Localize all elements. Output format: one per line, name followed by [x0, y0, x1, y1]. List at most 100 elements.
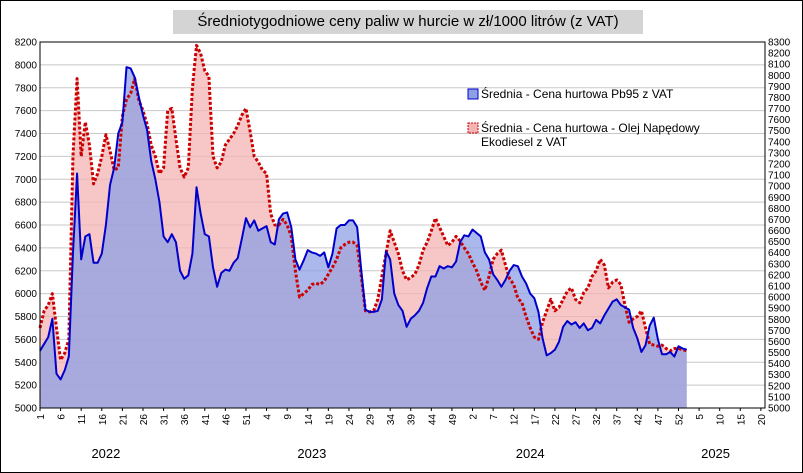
x-tick-label: 1 — [36, 414, 47, 420]
left-tick-label: 7200 — [15, 152, 38, 163]
x-tick-label: 24 — [345, 414, 356, 426]
x-tick-label: 10 — [716, 414, 727, 426]
right-tick-label: 8200 — [768, 49, 791, 60]
x-tick-label: 22 — [551, 414, 562, 426]
right-tick-label: 6300 — [768, 259, 791, 270]
right-tick-label: 7400 — [768, 137, 791, 148]
right-tick-label: 7500 — [768, 126, 791, 137]
x-tick-label: 34 — [386, 414, 397, 426]
right-tick-label: 7700 — [768, 104, 791, 115]
right-tick-label: 7300 — [768, 148, 791, 159]
x-tick-label: 52 — [674, 414, 685, 426]
x-tick-label: 46 — [221, 414, 232, 426]
x-tick-label: 32 — [592, 414, 603, 426]
right-tick-label: 5000 — [768, 404, 791, 415]
x-tick-label: 31 — [160, 414, 171, 426]
right-tick-label: 5300 — [768, 370, 791, 381]
right-tick-label: 7000 — [768, 182, 791, 193]
x-tick-label: 44 — [427, 414, 438, 426]
x-tick-label: 16 — [98, 414, 109, 426]
x-tick-label: 4 — [263, 414, 274, 420]
year-label: 2025 — [701, 446, 730, 461]
x-tick-label: 12 — [510, 414, 521, 426]
x-tick-label: 27 — [572, 414, 583, 426]
line-diesel — [38, 43, 688, 362]
right-tick-label: 5600 — [768, 337, 791, 348]
x-tick-label: 51 — [242, 414, 253, 426]
x-tick-label: 20 — [757, 414, 768, 426]
x-tick-label: 47 — [654, 414, 665, 426]
x-tick-label: 11 — [77, 414, 88, 425]
left-tick-label: 6400 — [15, 243, 38, 254]
right-tick-label: 6600 — [768, 226, 791, 237]
x-tick-label: 21 — [118, 414, 129, 426]
right-tick-label: 6000 — [768, 293, 791, 304]
right-tick-label: 7600 — [768, 115, 791, 126]
left-tick-label: 6800 — [15, 198, 38, 209]
right-tick-label: 6900 — [768, 193, 791, 204]
x-tick-label: 14 — [304, 414, 315, 426]
x-tick-label: 41 — [201, 414, 212, 426]
left-tick-label: 5200 — [15, 381, 38, 392]
right-tick-label: 6500 — [768, 237, 791, 248]
left-axis-ticks: 5000 5200 5400 5600 5800 6000 6200 6400 6600 6800… — [15, 38, 38, 415]
right-tick-label: 6800 — [768, 204, 791, 215]
right-tick-label: 6700 — [768, 215, 791, 226]
legend-label-pb95: Średnia - Cena hurtowa Pb95 z VAT — [481, 86, 674, 101]
left-tick-label: 6600 — [15, 221, 38, 232]
right-tick-label: 7900 — [768, 82, 791, 93]
legend: Średnia - Cena hurtowa Pb95 z VAT Średni… — [467, 86, 700, 149]
x-tick-label: 36 — [180, 414, 191, 426]
left-tick-label: 7400 — [15, 129, 38, 140]
right-tick-label: 5500 — [768, 348, 791, 359]
left-tick-label: 7600 — [15, 106, 38, 117]
right-tick-label: 6400 — [768, 248, 791, 259]
left-tick-label: 8000 — [15, 60, 38, 71]
left-tick-label: 6200 — [15, 266, 38, 277]
x-tick-label: 6 — [57, 414, 68, 420]
right-tick-label: 5800 — [768, 315, 791, 326]
left-tick-label: 6000 — [15, 289, 38, 300]
legend-swatch-diesel — [467, 122, 479, 134]
x-tick-label: 49 — [448, 414, 459, 426]
x-tick-label: 9 — [283, 414, 294, 420]
right-tick-label: 5200 — [768, 381, 791, 392]
left-tick-label: 7000 — [15, 175, 38, 186]
year-label: 2024 — [516, 446, 545, 461]
right-tick-label: 8000 — [768, 71, 791, 82]
right-tick-label: 8100 — [768, 60, 791, 71]
year-label: 2022 — [91, 446, 120, 461]
right-tick-label: 5400 — [768, 359, 791, 370]
right-tick-label: 5700 — [768, 326, 791, 337]
year-label: 2023 — [297, 446, 326, 461]
x-tick-label: 26 — [139, 414, 150, 426]
left-tick-label: 5400 — [15, 358, 38, 369]
x-tick-label: 29 — [366, 414, 377, 426]
right-tick-label: 7800 — [768, 93, 791, 104]
legend-swatch-pb95 — [467, 88, 479, 100]
x-tick-label: 37 — [613, 414, 624, 426]
x-tick-label: 2 — [469, 414, 480, 420]
x-tick-label: 17 — [530, 414, 541, 426]
legend-label-diesel-line: Średnia - Cena hurtowa - Olej Napędowy — [481, 120, 700, 135]
right-tick-label: 7100 — [768, 171, 791, 182]
x-axis-ticks: 1 6 11 16 21 26 31 36 41 46 51 4 9 14 19 24 29 34 39 44 49 2 7… — [36, 408, 768, 425]
year-labels: 2022 2023 2024 2025 — [91, 446, 730, 461]
x-tick-label: 42 — [633, 414, 644, 426]
right-tick-label: 8300 — [768, 38, 791, 49]
x-tick-label: 19 — [324, 414, 335, 426]
series-areas — [40, 45, 687, 409]
right-tick-label: 5900 — [768, 304, 791, 315]
x-tick-label: 7 — [489, 414, 500, 420]
right-tick-label: 7200 — [768, 160, 791, 171]
x-tick-label: 5 — [695, 414, 706, 420]
x-tick-label: 15 — [736, 414, 747, 426]
line-pb95 — [39, 66, 688, 381]
left-tick-label: 8200 — [15, 38, 38, 49]
right-axis-ticks: 5000510052005300540055005600570058005900… — [768, 38, 791, 415]
left-tick-label: 5000 — [15, 404, 38, 415]
left-tick-label: 5800 — [15, 312, 38, 323]
plot-border — [39, 41, 766, 409]
chart-title: Średniotygodniowe ceny paliw w hurcie w … — [173, 10, 643, 34]
